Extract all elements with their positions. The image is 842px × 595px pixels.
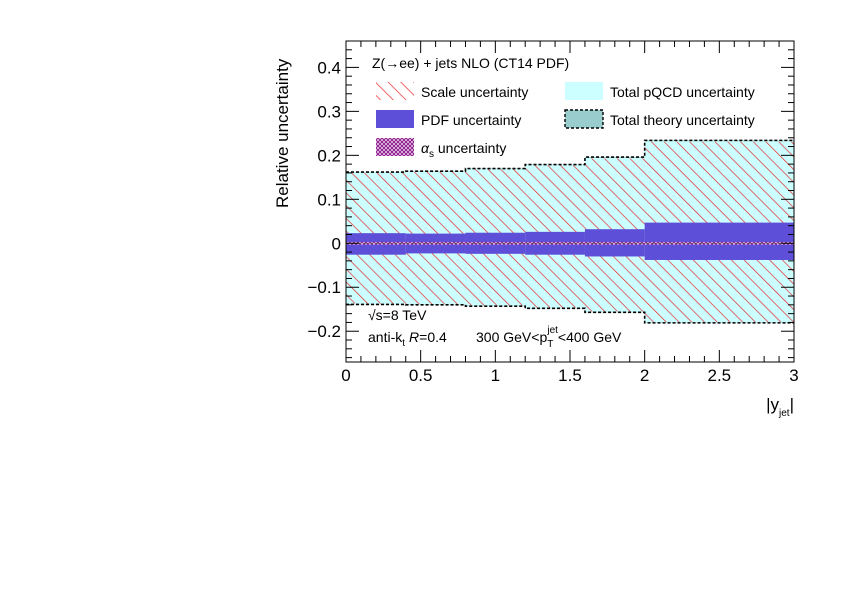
annotation-algo-sub: t <box>402 338 405 349</box>
x-tick-label: 2 <box>640 366 649 385</box>
annotation-pt-sub: T <box>547 339 553 350</box>
y-tick-label: −0.1 <box>307 278 341 297</box>
y-tick-label: −0.2 <box>307 322 341 341</box>
band-alphas-bin-1 <box>405 241 466 245</box>
annotation-pt-sup: jet <box>546 325 558 336</box>
annotation-algo-prefix: anti-k <box>368 329 403 345</box>
annotation-algo-r: R <box>409 329 419 345</box>
y-tick-label: 0.3 <box>317 102 341 121</box>
y-tick-label: 0 <box>332 234 341 253</box>
legend-label-pdf: PDF uncertainty <box>421 112 521 128</box>
annotation-sqrt-s: √s=8 TeV <box>368 307 427 323</box>
y-axis: −0.2 −0.1 0 0.1 0.2 0.3 0.4 <box>307 49 794 359</box>
legend-label-alphas-sub: s <box>429 149 434 160</box>
legend-label-pqcd: Total pQCD uncertainty <box>610 84 755 100</box>
legend-swatch-pdf <box>376 110 414 128</box>
legend-label-alphas-symbol: α <box>421 140 430 156</box>
x-tick-label: 1 <box>491 366 500 385</box>
x-axis-title-close: | <box>790 395 794 414</box>
x-tick-label: 3 <box>789 366 798 385</box>
x-tick-label: 1.5 <box>558 366 582 385</box>
chart-title: Z(→ee) + jets NLO (CT14 PDF) <box>372 55 569 71</box>
y-tick-label: 0.1 <box>317 190 341 209</box>
annotation-pt-prefix: 300 GeV<p <box>476 329 547 345</box>
band-pdf-bin-5 <box>644 222 794 260</box>
legend-swatch-scale <box>376 82 414 100</box>
theory-outline-up <box>346 139 794 173</box>
theory-outline-down <box>346 303 794 324</box>
legend: Z(→ee) + jets NLO (CT14 PDF) Scale uncer… <box>372 55 755 160</box>
legend-swatch-alphas <box>376 138 414 156</box>
x-axis-title-main: |y <box>766 395 779 414</box>
band-alphas-bin-3 <box>525 241 585 245</box>
legend-label-scale: Scale uncertainty <box>421 84 528 100</box>
x-tick-label: 0.5 <box>409 366 433 385</box>
y-tick-label: 0.4 <box>317 58 341 77</box>
legend-label-alphas-rest: uncertainty <box>434 140 506 156</box>
band-alphas-bin-2 <box>465 241 526 245</box>
y-tick-label: 0.2 <box>317 146 341 165</box>
x-axis: 0 0.5 1 1.5 2 2.5 3 <box>341 41 799 385</box>
y-axis-title: Relative uncertainty <box>273 58 292 208</box>
annotation-algo: anti-kt R=0.4 <box>368 329 447 349</box>
legend-label-theory: Total theory uncertainty <box>610 112 755 128</box>
annotation-pt-range: 300 GeV<pTjet<400 GeV <box>476 325 622 350</box>
annotation-pt-suffix: <400 GeV <box>558 329 622 345</box>
legend-label-alphas: αs uncertainty <box>421 140 506 160</box>
uncertainty-bands <box>346 139 794 324</box>
legend-swatch-pqcd <box>565 82 603 100</box>
x-axis-title: |yjet| <box>766 395 794 419</box>
band-alphas-bin-0 <box>346 241 406 245</box>
legend-swatch-theory <box>564 109 604 129</box>
x-axis-title-sub: jet <box>778 408 790 419</box>
band-alphas-bin-4 <box>584 241 645 245</box>
x-tick-label: 0 <box>341 366 350 385</box>
x-tick-label: 2.5 <box>708 366 732 385</box>
annotation-algo-rest: =0.4 <box>419 329 447 345</box>
